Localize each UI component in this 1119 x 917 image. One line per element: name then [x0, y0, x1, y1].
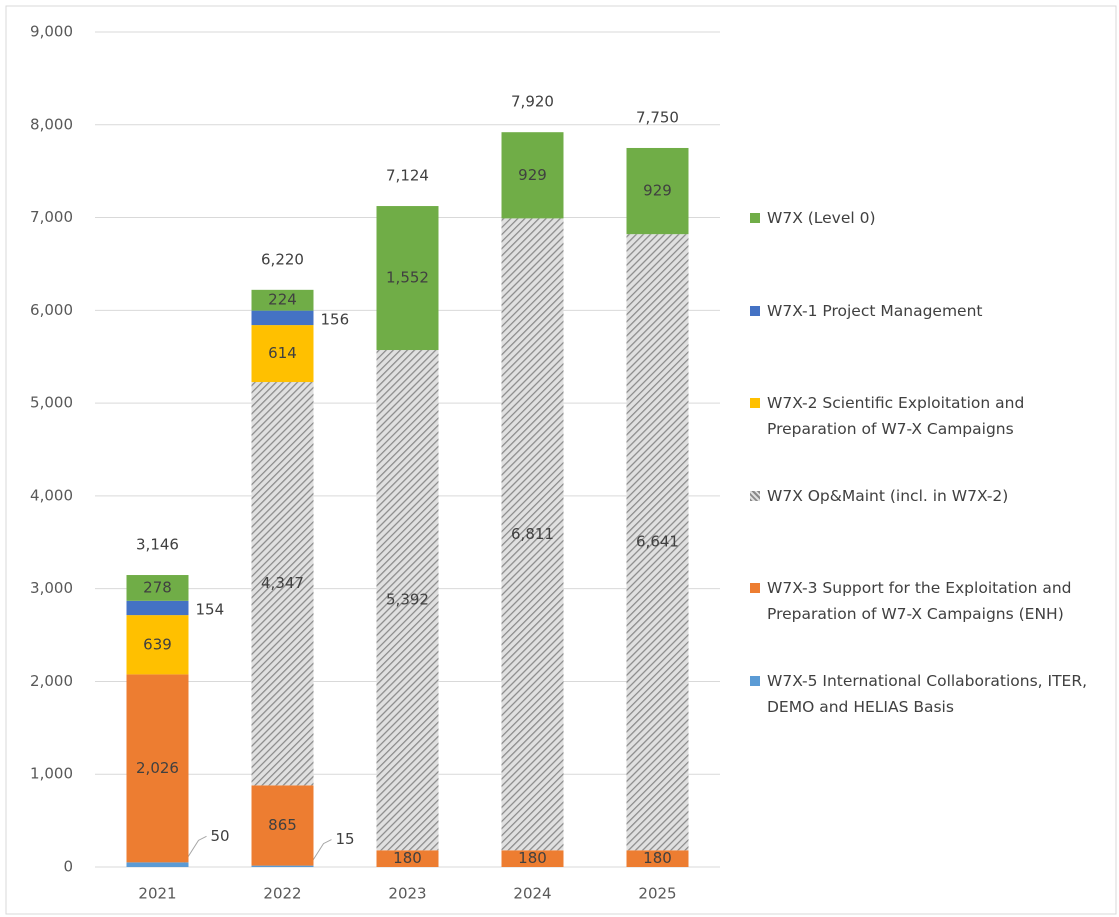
- legend-swatch: [750, 676, 760, 686]
- total-label: 7,750: [636, 108, 679, 126]
- data-label: 929: [643, 182, 672, 200]
- data-label: 180: [518, 849, 547, 867]
- data-label: 6,811: [511, 525, 554, 543]
- total-label: 6,220: [261, 250, 304, 268]
- y-tick-label: 6,000: [30, 301, 73, 319]
- bar-segment: [251, 785, 314, 866]
- bar-segment: [251, 289, 314, 311]
- y-tick-label: 4,000: [30, 486, 73, 504]
- legend-label: W7X Op&Maint (incl. in W7X-2): [767, 487, 1009, 505]
- bar-segment: [251, 382, 314, 786]
- y-tick-label: 7,000: [30, 208, 73, 226]
- legend-swatch: [750, 306, 760, 316]
- legend-label: W7X-1 Project Management: [767, 302, 983, 320]
- legend-label: W7X-2 Scientific Exploitation and Prepar…: [767, 394, 1025, 438]
- bar-segment: [376, 206, 439, 351]
- bar-segment: [626, 850, 689, 867]
- leader-line: [184, 835, 207, 863]
- data-label: 15: [336, 830, 355, 848]
- bar-segment: [126, 615, 189, 675]
- bar-segment: [501, 132, 564, 219]
- data-label: 4,347: [261, 574, 304, 592]
- data-label: 278: [143, 578, 172, 596]
- legend-swatch: [750, 491, 760, 501]
- legend-item: W7X-1 Project Management: [750, 298, 1115, 324]
- bar-segment: [126, 674, 189, 863]
- y-tick-label: 3,000: [30, 579, 73, 597]
- legend-swatch: [750, 583, 760, 593]
- x-tick-label: 2022: [263, 885, 301, 903]
- legend-item: W7X-3 Support for the Exploitation and P…: [750, 575, 1115, 627]
- y-tick-label: 0: [63, 858, 73, 876]
- data-label: 154: [196, 600, 225, 618]
- leader-line: [309, 839, 332, 866]
- data-label: 929: [518, 166, 547, 184]
- bar-segment: [251, 310, 314, 326]
- data-label: 865: [268, 816, 297, 834]
- data-label: 639: [143, 635, 172, 653]
- legend-item: W7X-2 Scientific Exploitation and Prepar…: [750, 390, 1115, 442]
- total-label: 7,920: [511, 93, 554, 111]
- y-tick-label: 2,000: [30, 672, 73, 690]
- data-label: 50: [211, 827, 230, 845]
- x-tick-label: 2024: [513, 885, 551, 903]
- bar-segment: [251, 865, 314, 867]
- legend-swatch: [750, 213, 760, 223]
- data-label: 180: [393, 849, 422, 867]
- total-label: 3,146: [136, 536, 179, 554]
- chart-border: [5, 5, 1117, 915]
- bar-segment: [376, 850, 439, 867]
- bar-segment: [126, 862, 189, 867]
- bar-segment: [626, 234, 689, 851]
- legend-swatch: [750, 398, 760, 408]
- legend-item: W7X-5 International Collaborations, ITER…: [750, 668, 1115, 720]
- legend-item: W7X Op&Maint (incl. in W7X-2): [750, 483, 1115, 509]
- legend-item: W7X (Level 0): [750, 205, 1115, 231]
- legend-label: W7X (Level 0): [767, 209, 876, 227]
- y-tick-label: 8,000: [30, 115, 73, 133]
- data-label: 156: [321, 310, 350, 328]
- data-label: 6,641: [636, 533, 679, 551]
- x-tick-label: 2025: [638, 885, 676, 903]
- y-tick-label: 1,000: [30, 765, 73, 783]
- y-tick-label: 5,000: [30, 394, 73, 412]
- bar-segment: [251, 325, 314, 383]
- x-tick-label: 2023: [388, 885, 426, 903]
- data-label: 614: [268, 344, 297, 362]
- data-label: 1,552: [386, 269, 429, 287]
- bar-segment: [126, 575, 189, 601]
- legend-label: W7X-3 Support for the Exploitation and P…: [767, 579, 1072, 623]
- y-tick-label: 9,000: [30, 23, 73, 41]
- bar-segment: [501, 850, 564, 867]
- data-label: 5,392: [386, 591, 429, 609]
- bar-segment: [626, 147, 689, 235]
- data-label: 2,026: [136, 759, 179, 777]
- legend-label: W7X-5 International Collaborations, ITER…: [767, 672, 1088, 716]
- data-label: 224: [268, 291, 297, 309]
- data-label: 180: [643, 849, 672, 867]
- bar-segment: [376, 350, 439, 851]
- bar-segment: [126, 600, 189, 616]
- total-label: 7,124: [386, 167, 429, 185]
- x-tick-label: 2021: [138, 885, 176, 903]
- bar-segment: [501, 218, 564, 851]
